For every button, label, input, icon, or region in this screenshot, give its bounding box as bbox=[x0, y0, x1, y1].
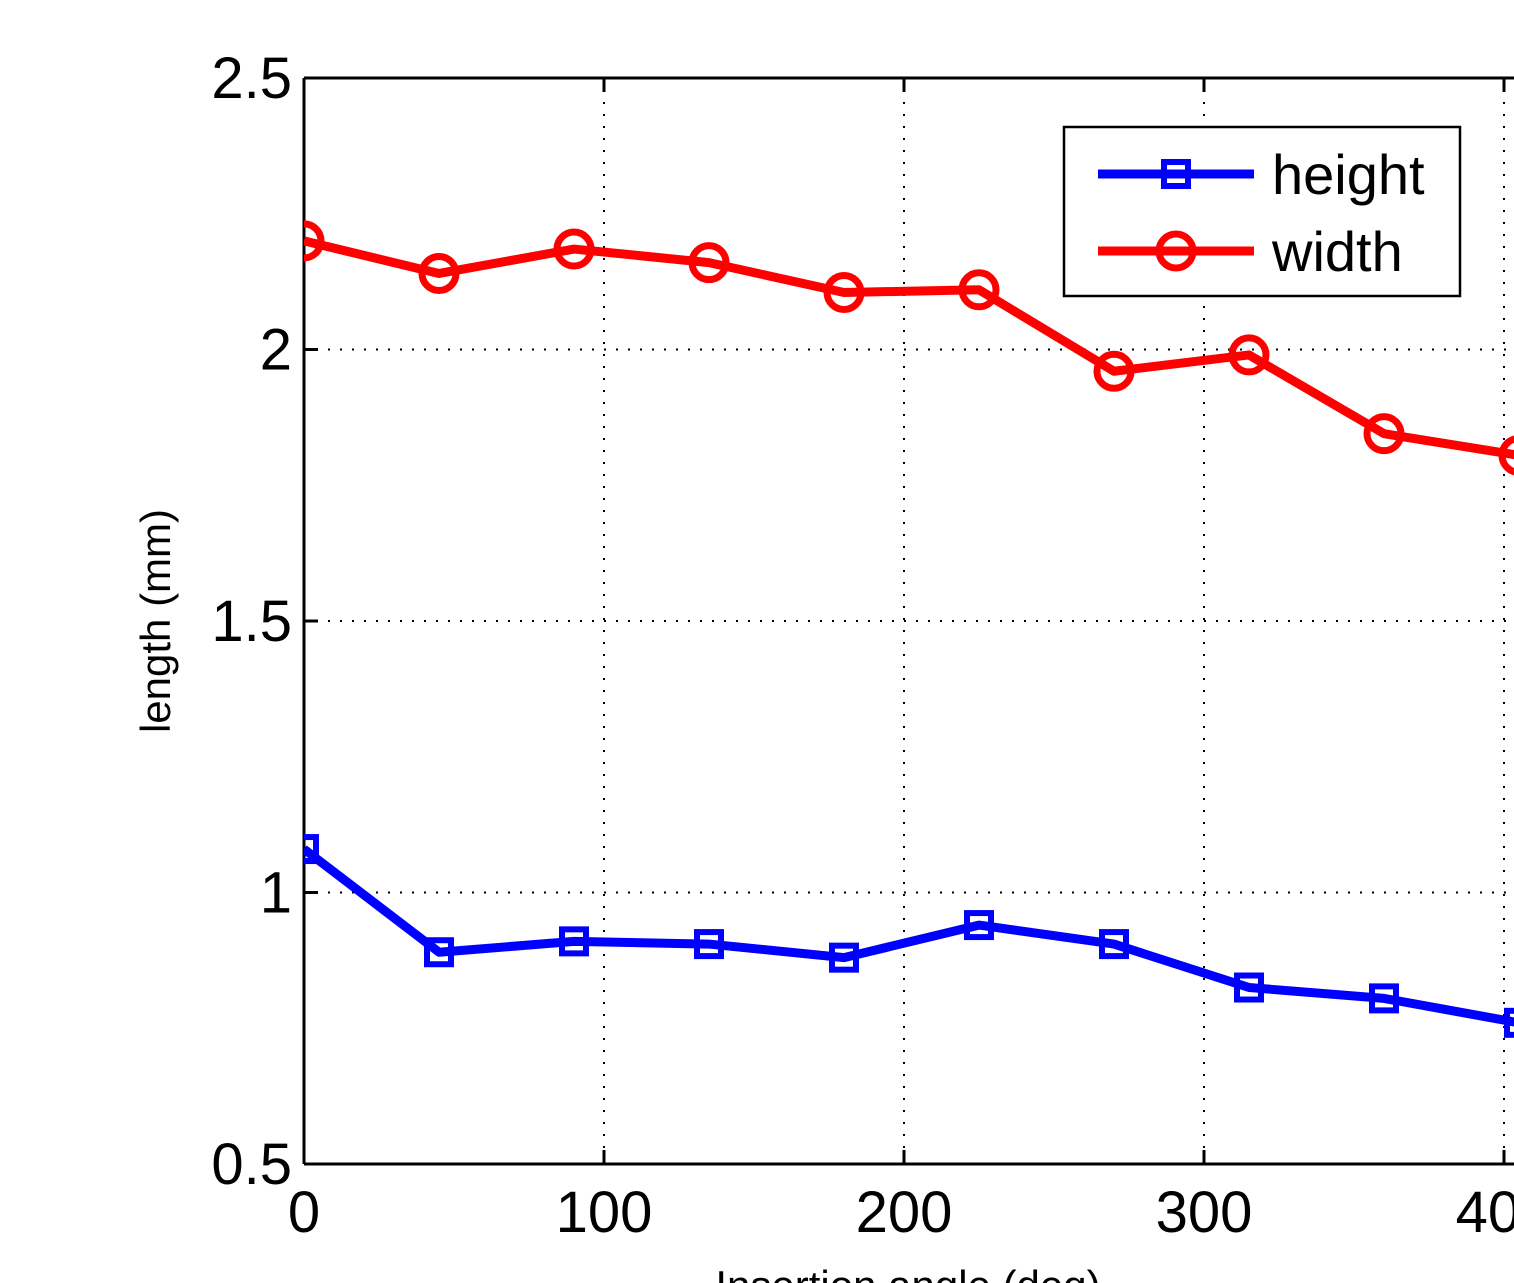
data-point-height bbox=[304, 834, 319, 865]
data-point-width bbox=[418, 252, 460, 294]
series-width bbox=[304, 220, 1514, 476]
series-height bbox=[304, 834, 1514, 1038]
x-tick-label: 200 bbox=[856, 1180, 953, 1245]
data-point-height bbox=[424, 937, 454, 968]
y-tick-label: 1.5 bbox=[211, 589, 292, 654]
legend-box bbox=[1062, 125, 1462, 298]
data-point-height bbox=[1234, 972, 1264, 1003]
legend-entry-width: width bbox=[1098, 220, 1403, 283]
x-tick-label: 300 bbox=[1156, 1180, 1253, 1245]
legend: height width bbox=[1062, 125, 1462, 298]
legend-entry-height: height bbox=[1098, 143, 1425, 206]
x-axis-title: Insertion angle (deg) bbox=[715, 1262, 1100, 1283]
data-point-height bbox=[964, 910, 994, 941]
y-tick-label: 2 bbox=[260, 318, 292, 383]
legend-label-width: width bbox=[1271, 220, 1403, 283]
data-point-width bbox=[304, 220, 325, 262]
data-point-width bbox=[823, 271, 865, 313]
data-point-height bbox=[1369, 983, 1399, 1014]
tick-labels: 0 100 200 300 400 0.5 1 1.5 2 2.5 bbox=[211, 46, 1514, 1245]
y-tick-label: 2.5 bbox=[211, 46, 292, 111]
series-line-height bbox=[304, 845, 1514, 1027]
legend-entries: height width bbox=[1098, 143, 1425, 283]
data-point-width bbox=[1228, 334, 1270, 376]
y-tick-label: 0.5 bbox=[211, 1132, 292, 1197]
x-tick-label: 100 bbox=[556, 1180, 653, 1245]
data-point-height bbox=[1504, 1007, 1514, 1038]
series-line-width bbox=[304, 236, 1514, 460]
x-tick-label: 400 bbox=[1456, 1180, 1514, 1245]
legend-marker-width bbox=[1155, 230, 1197, 272]
legend-marker-height bbox=[1161, 159, 1191, 189]
data-point-width bbox=[553, 228, 595, 270]
data-point-width bbox=[958, 269, 1000, 311]
data-point-height bbox=[559, 926, 589, 957]
data-point-width bbox=[688, 242, 730, 284]
data-point-height bbox=[829, 942, 859, 973]
y-axis-title: length (mm) bbox=[132, 509, 179, 733]
data-point-width bbox=[1498, 435, 1514, 476]
series-group bbox=[304, 220, 1514, 1038]
legend-label-height: height bbox=[1272, 143, 1425, 206]
data-point-width bbox=[1363, 413, 1405, 455]
data-point-width bbox=[1093, 350, 1135, 392]
y-tick-label: 1 bbox=[260, 861, 292, 926]
x-tick-label: 0 bbox=[288, 1180, 320, 1245]
data-point-height bbox=[1099, 929, 1129, 960]
data-point-height bbox=[694, 929, 724, 960]
